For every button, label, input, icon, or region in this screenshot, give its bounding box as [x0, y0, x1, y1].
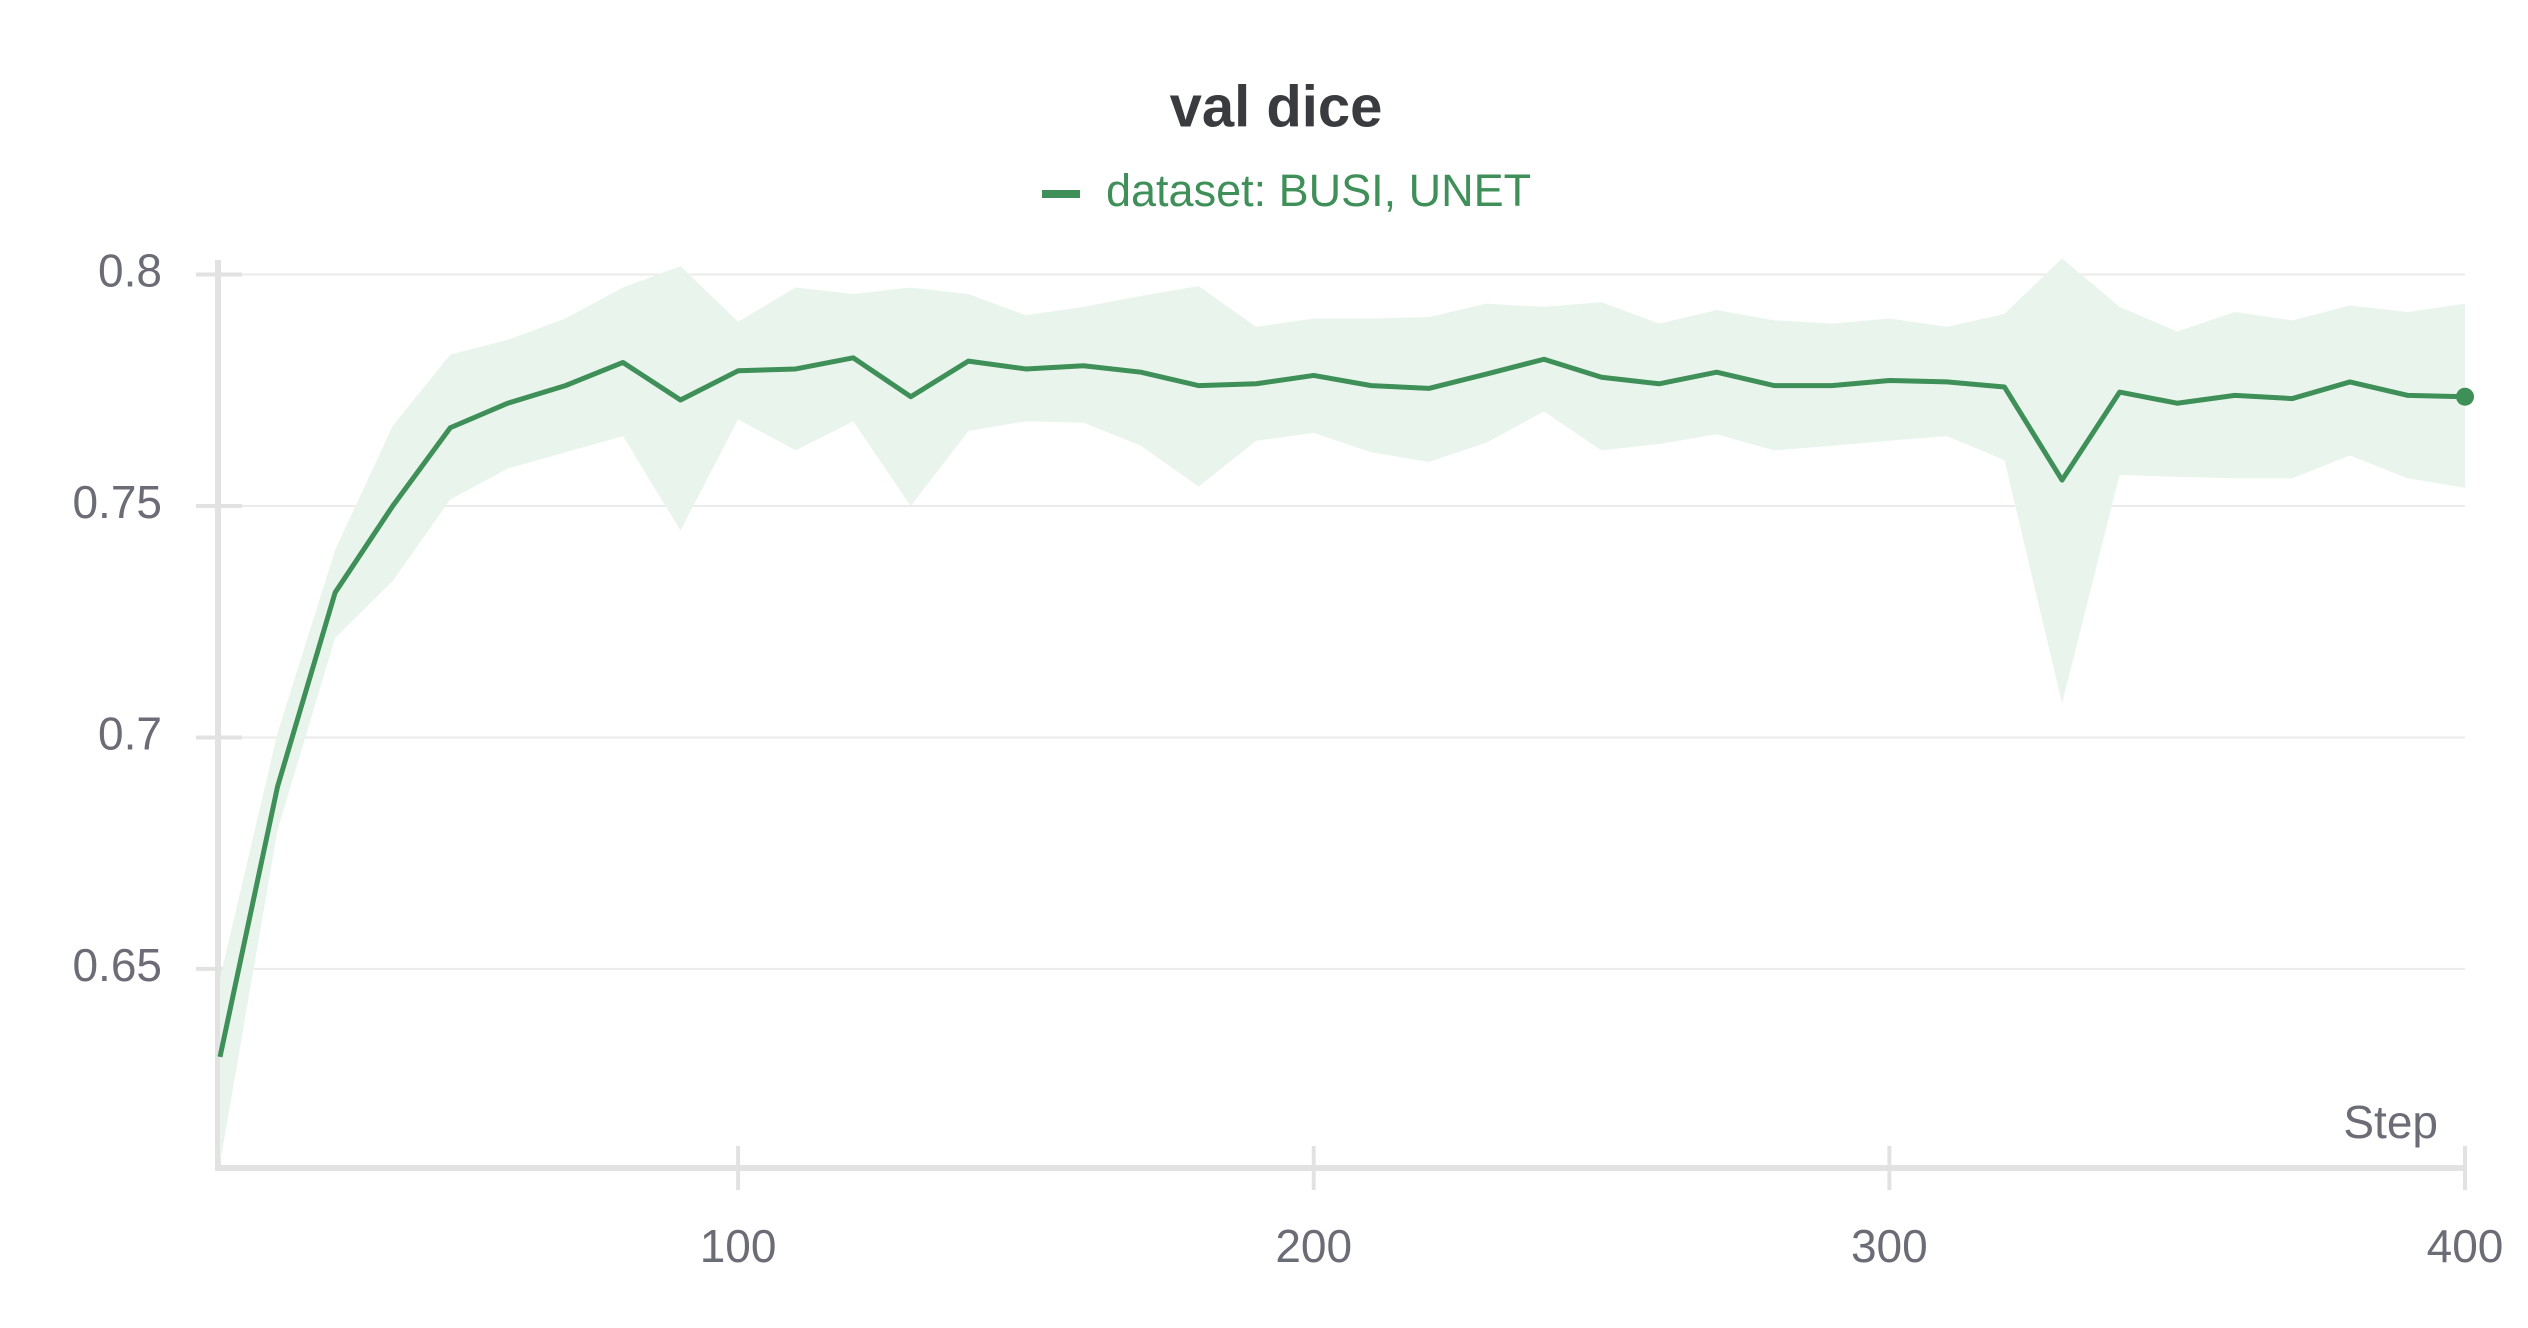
x-tick-label: 100 — [700, 1220, 777, 1272]
range-band — [220, 258, 2465, 1164]
x-tick-label: 300 — [1851, 1220, 1928, 1272]
legend-label: dataset: BUSI, UNET — [1106, 165, 1531, 216]
x-axis-label: Step — [2343, 1096, 2438, 1148]
end-point — [2456, 387, 2474, 406]
x-tick-label: 200 — [1275, 1220, 1352, 1272]
y-tick-label: 0.7 — [98, 708, 162, 760]
x-tick-label: 400 — [2427, 1220, 2504, 1272]
chart-title: val dice — [1170, 74, 1383, 139]
y-tick-label: 0.75 — [72, 476, 162, 528]
line — [217, 355, 2466, 1058]
y-tick-label: 0.65 — [72, 939, 162, 991]
y-tick-label: 0.8 — [98, 245, 162, 297]
